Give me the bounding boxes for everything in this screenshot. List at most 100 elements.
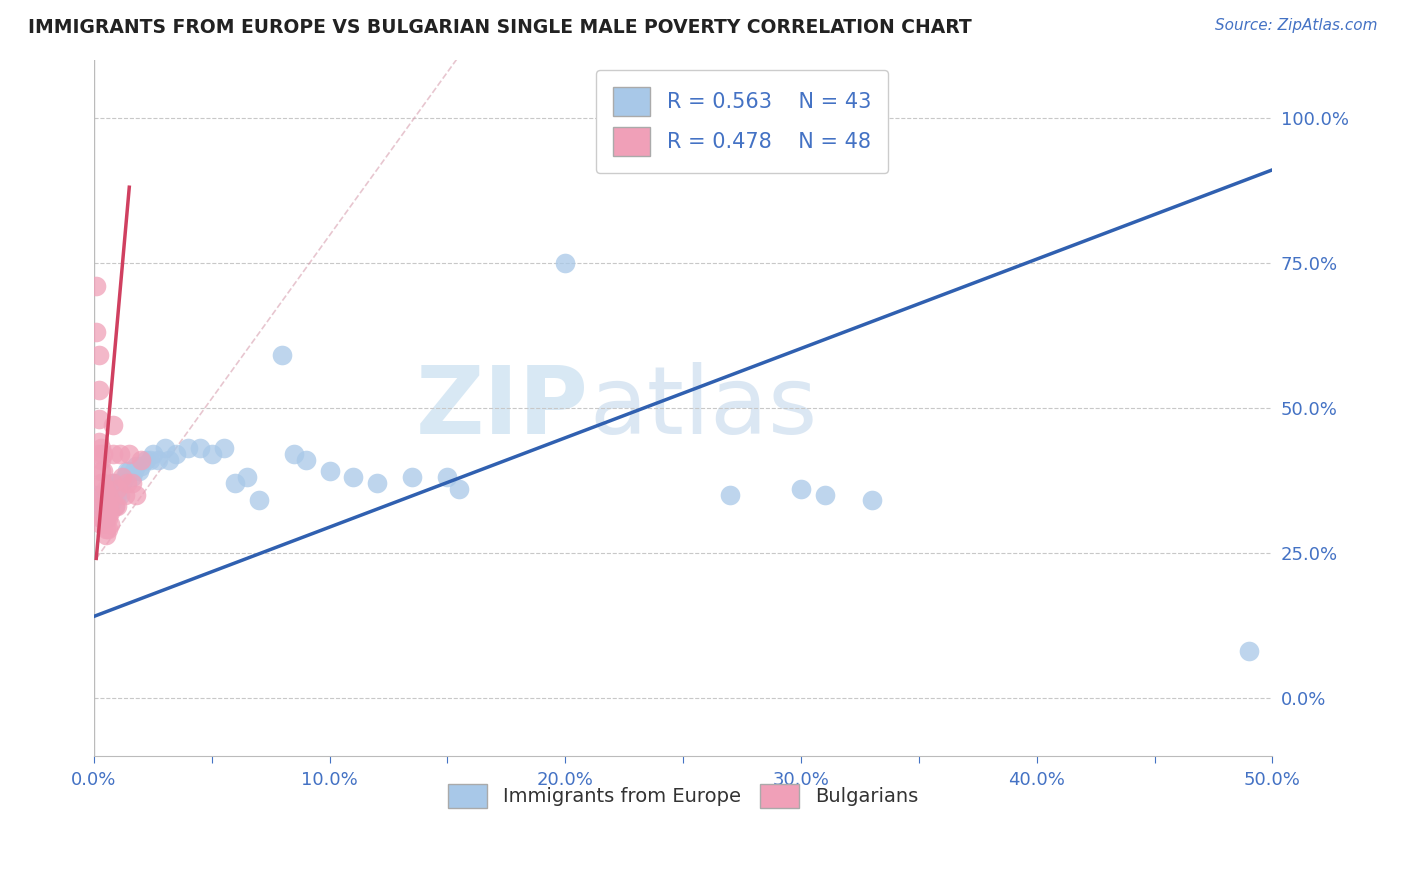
Point	[90, 487, 112, 501]
Point	[118, 447, 141, 461]
Point	[87, 487, 110, 501]
Point	[122, 464, 145, 478]
Point	[129, 452, 152, 467]
Point	[100, 505, 122, 519]
Point	[87, 348, 110, 362]
Point	[165, 447, 187, 461]
Point	[121, 470, 143, 484]
Point	[100, 493, 122, 508]
Point	[157, 452, 180, 467]
Point	[295, 452, 318, 467]
Point	[84, 325, 107, 339]
Point	[101, 475, 124, 490]
Point	[129, 458, 152, 473]
Point	[111, 470, 134, 484]
Point	[108, 487, 131, 501]
Point	[87, 435, 110, 450]
Point	[94, 499, 117, 513]
Point	[107, 482, 129, 496]
Point	[94, 522, 117, 536]
Point	[90, 499, 112, 513]
Point	[107, 475, 129, 490]
Point	[718, 487, 741, 501]
Point	[115, 475, 138, 490]
Point	[90, 487, 112, 501]
Point	[93, 493, 115, 508]
Point	[107, 487, 129, 501]
Point	[97, 510, 120, 524]
Point	[90, 475, 112, 490]
Point	[212, 441, 235, 455]
Point	[87, 383, 110, 397]
Point	[114, 487, 136, 501]
Point	[188, 441, 211, 455]
Point	[101, 475, 124, 490]
Point	[101, 493, 124, 508]
Point	[93, 447, 115, 461]
Point	[100, 499, 122, 513]
Point	[94, 528, 117, 542]
Point	[90, 441, 112, 455]
Point	[84, 278, 107, 293]
Point	[100, 487, 122, 501]
Point	[860, 493, 883, 508]
Point	[115, 464, 138, 478]
Point	[93, 505, 115, 519]
Point	[101, 447, 124, 461]
Point	[104, 487, 127, 501]
Point	[97, 493, 120, 508]
Point	[101, 417, 124, 432]
Point	[139, 452, 162, 467]
Point	[283, 447, 305, 461]
Text: atlas: atlas	[589, 361, 817, 454]
Point	[342, 470, 364, 484]
Point	[125, 458, 148, 473]
Point	[111, 475, 134, 490]
Point	[449, 482, 471, 496]
Text: Source: ZipAtlas.com: Source: ZipAtlas.com	[1215, 18, 1378, 33]
Point	[104, 499, 127, 513]
Text: ZIP: ZIP	[416, 361, 589, 454]
Point	[94, 482, 117, 496]
Point	[247, 493, 270, 508]
Point	[90, 499, 112, 513]
Point	[142, 447, 165, 461]
Point	[90, 452, 112, 467]
Point	[790, 482, 813, 496]
Point	[1237, 644, 1260, 658]
Point	[84, 487, 107, 501]
Point	[93, 499, 115, 513]
Point	[94, 510, 117, 524]
Point	[236, 470, 259, 484]
Point	[108, 475, 131, 490]
Point	[93, 510, 115, 524]
Point	[121, 475, 143, 490]
Point	[224, 475, 246, 490]
Point	[97, 499, 120, 513]
Legend: Immigrants from Europe, Bulgarians: Immigrants from Europe, Bulgarians	[440, 776, 925, 815]
Point	[146, 452, 169, 467]
Point	[125, 487, 148, 501]
Point	[814, 487, 837, 501]
Point	[108, 447, 131, 461]
Point	[94, 510, 117, 524]
Point	[90, 510, 112, 524]
Point	[104, 499, 127, 513]
Point	[87, 447, 110, 461]
Point	[554, 255, 576, 269]
Point	[87, 412, 110, 426]
Point	[177, 441, 200, 455]
Point	[366, 475, 388, 490]
Point	[201, 447, 224, 461]
Point	[100, 516, 122, 531]
Point	[90, 464, 112, 478]
Point	[97, 522, 120, 536]
Text: IMMIGRANTS FROM EUROPE VS BULGARIAN SINGLE MALE POVERTY CORRELATION CHART: IMMIGRANTS FROM EUROPE VS BULGARIAN SING…	[28, 18, 972, 37]
Point	[118, 464, 141, 478]
Point	[128, 464, 150, 478]
Point	[271, 348, 294, 362]
Point	[90, 516, 112, 531]
Point	[93, 487, 115, 501]
Point	[94, 499, 117, 513]
Point	[153, 441, 176, 455]
